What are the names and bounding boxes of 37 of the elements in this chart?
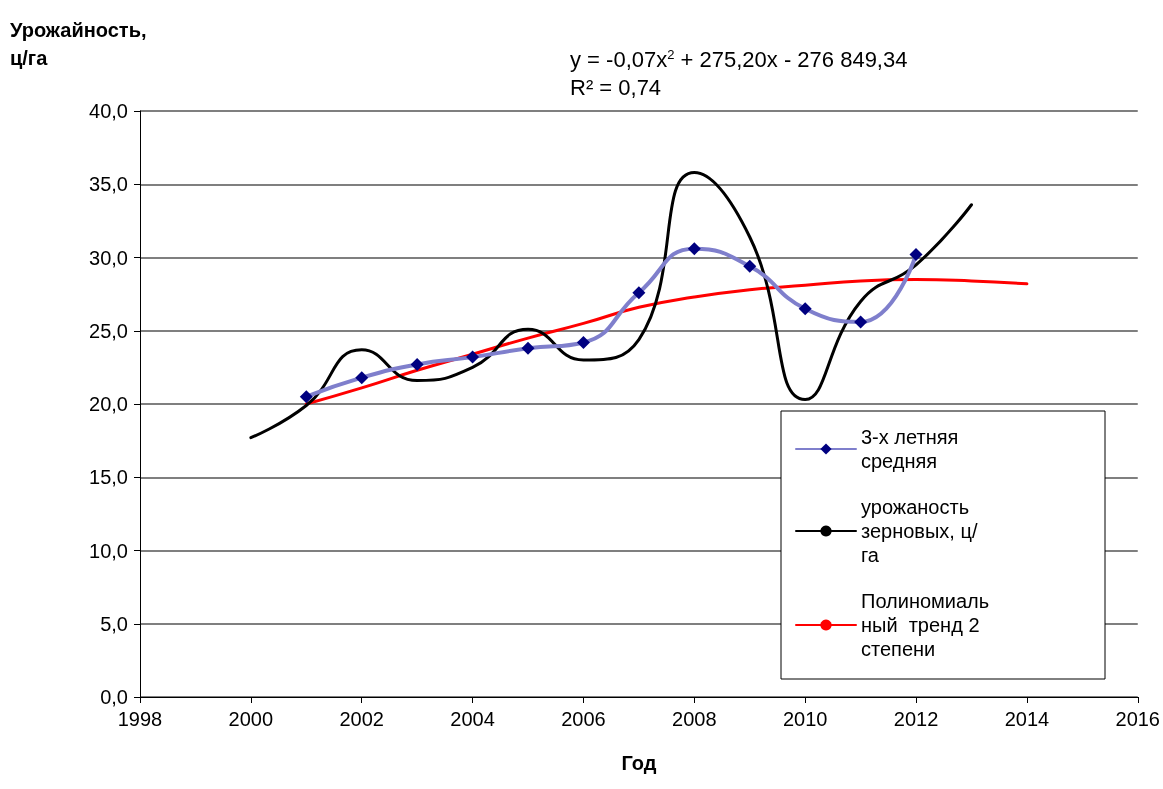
x-tick-label: 2014 xyxy=(1004,708,1050,730)
point xyxy=(909,248,923,262)
point xyxy=(466,350,480,364)
y-axis-title: Урожайность, ц/га xyxy=(10,19,147,69)
text: R² = 0,74 xyxy=(570,74,662,100)
point xyxy=(355,371,369,385)
y-tick-label: 5,0 xyxy=(100,612,128,635)
x-tick-label: 2000 xyxy=(228,708,274,730)
y-tick-label: 20,0 xyxy=(89,393,128,415)
legend-label: урожаность зерновых, ц/га xyxy=(861,496,978,566)
y-tick-label: 10,0 xyxy=(89,539,128,562)
x-axis-title: Год xyxy=(621,752,657,774)
legend-label: 3-х летняя средняя xyxy=(861,426,964,472)
y-tick-label: 30,0 xyxy=(89,246,128,269)
point xyxy=(854,315,868,329)
x-tick-label: 1998 xyxy=(117,708,163,730)
point xyxy=(687,242,701,256)
point xyxy=(743,259,757,273)
point xyxy=(632,286,646,300)
point xyxy=(521,341,535,355)
point xyxy=(576,335,590,349)
x-tick-label: 2010 xyxy=(782,708,828,730)
y-tick-label: 15,0 xyxy=(89,466,128,489)
point xyxy=(410,357,424,371)
x-tick-label: 2008 xyxy=(672,708,717,730)
point xyxy=(299,390,313,404)
y-tick-label: 40,0 xyxy=(89,100,128,122)
x-tick-label: 2016 xyxy=(1115,708,1160,730)
x-tick-label: 2002 xyxy=(339,708,384,730)
y-tick-label: 0,0 xyxy=(100,686,128,708)
point xyxy=(798,302,812,316)
x-tick-label: 2004 xyxy=(450,708,495,730)
y-tick-label: 35,0 xyxy=(89,173,128,196)
x-tick-label: 2006 xyxy=(561,708,606,730)
y-tick-label: 25,0 xyxy=(89,319,128,342)
legend-label: Полиномиальный тренд 2 степени xyxy=(861,590,990,660)
x-tick-label: 2012 xyxy=(893,708,939,730)
